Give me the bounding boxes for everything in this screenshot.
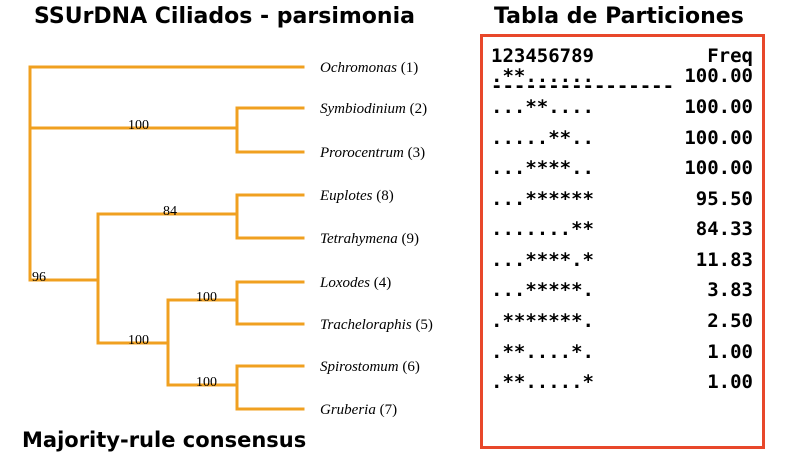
taxon-name: Prorocentrum — [319, 145, 404, 161]
partition-row: ...*****. 3.83 — [491, 275, 753, 305]
partition-pattern: ...**.... — [491, 96, 594, 118]
taxon-number: (3) — [404, 145, 425, 161]
partition-pattern: .**....*. — [491, 341, 594, 363]
taxon-number: (8) — [373, 188, 394, 204]
header-separator: ---------------- — [491, 75, 675, 97]
freq-header: Freq — [707, 45, 753, 67]
taxon-label: Prorocentrum (3) — [319, 145, 425, 161]
taxon-label: Symbiodinium (2) — [320, 101, 427, 117]
partition-row: .......** 84.33 — [491, 214, 753, 244]
partition-frequency: 1.00 — [707, 341, 753, 363]
taxon-label: Ochromonas (1) — [320, 60, 418, 76]
partition-pattern: ...****.. — [491, 157, 594, 179]
taxon-number: (7) — [376, 402, 397, 418]
partition-pattern: ...****** — [491, 188, 594, 210]
taxon-label: Spirostomum (6) — [320, 359, 420, 375]
taxon-name: Tetrahymena — [320, 231, 398, 247]
partition-pattern: .*******. — [491, 310, 594, 332]
partition-row: ...**.... 100.00 — [491, 92, 753, 122]
taxon-name: Loxodes — [319, 275, 370, 291]
partition-frequency: 95.50 — [695, 188, 753, 210]
phylogenetic-tree: 100 84 96 100 100 100 Ochromonas (1) Symbiodini… — [28, 60, 433, 418]
taxon-name: Spirostomum — [320, 359, 399, 375]
taxa-index-header: 123456789 — [491, 45, 594, 67]
partition-row: ...****.* 11.83 — [491, 245, 753, 275]
taxon-name: Ochromonas — [320, 60, 397, 76]
bootstrap-support-label: 100 — [196, 375, 217, 390]
taxon-name: Euplotes — [319, 188, 373, 204]
partition-pattern: .**.....* — [491, 371, 594, 393]
partition-pattern: .**...... — [491, 65, 594, 87]
partition-row: .**....*. 1.00 — [491, 337, 753, 367]
taxon-label: Tetrahymena (9) — [320, 231, 419, 247]
taxon-name: Symbiodinium — [320, 101, 406, 117]
partition-row: ...****** 95.50 — [491, 184, 753, 214]
bootstrap-support-label: 100 — [128, 333, 149, 348]
taxon-number: (4) — [370, 275, 391, 291]
bootstrap-support-label: 100 — [128, 118, 149, 133]
taxon-name: Tracheloraphis — [320, 317, 412, 333]
partition-frequency: 100.00 — [684, 96, 753, 118]
partition-frequency: 11.83 — [695, 249, 753, 271]
taxon-name: Gruberia — [320, 402, 376, 418]
bootstrap-support-label: 100 — [196, 290, 217, 305]
taxon-number: (1) — [397, 60, 418, 76]
partition-row: ...****.. 100.00 — [491, 153, 753, 183]
partition-frequency: 2.50 — [707, 310, 753, 332]
partition-row: .*******. 2.50 — [491, 306, 753, 336]
tree-title: SSUrDNA Ciliados - parsimonia — [34, 4, 415, 29]
taxon-label: Gruberia (7) — [320, 402, 397, 418]
bootstrap-support-label: 84 — [163, 204, 177, 219]
partition-frequency: 84.33 — [695, 218, 753, 240]
bootstrap-support-label: 96 — [32, 270, 46, 285]
partition-pattern: .....**.. — [491, 127, 594, 149]
partition-frequency: 3.83 — [707, 279, 753, 301]
partition-frequency: 100.00 — [684, 127, 753, 149]
partition-table-title: Tabla de Particiones — [494, 4, 744, 29]
taxon-number: (9) — [398, 231, 419, 247]
partition-pattern: ...****.* — [491, 249, 594, 271]
consensus-caption: Majority-rule consensus — [22, 428, 307, 452]
partition-row: .**...... 100.00 — [491, 61, 753, 91]
partition-pattern: .......** — [491, 218, 594, 240]
partition-pattern: ...*****. — [491, 279, 594, 301]
partition-frequency: 100.00 — [684, 65, 753, 87]
partition-row: .**.....* 1.00 — [491, 367, 753, 397]
taxon-label: Loxodes (4) — [319, 275, 391, 291]
taxon-number: (5) — [412, 317, 433, 333]
taxon-number: (2) — [406, 101, 427, 117]
partition-table: 123456789 Freq ---------------- .**.....… — [480, 34, 765, 449]
taxon-label: Euplotes (8) — [319, 188, 394, 204]
partition-row: .....**.. 100.00 — [491, 123, 753, 153]
partition-frequency: 1.00 — [707, 371, 753, 393]
partition-frequency: 100.00 — [684, 157, 753, 179]
taxon-label: Tracheloraphis (5) — [320, 317, 433, 333]
partition-table-header: 123456789 Freq — [491, 45, 753, 67]
taxon-number: (6) — [399, 359, 420, 375]
